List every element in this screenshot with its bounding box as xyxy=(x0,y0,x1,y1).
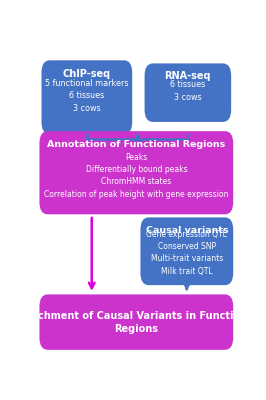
Text: Causal variants: Causal variants xyxy=(146,226,228,235)
Text: RNA-seq: RNA-seq xyxy=(165,71,211,81)
Text: Annotation of Functional Regions: Annotation of Functional Regions xyxy=(47,140,226,148)
Text: Enrichment of Causal Variants in Functional
Regions: Enrichment of Causal Variants in Functio… xyxy=(16,310,257,334)
FancyBboxPatch shape xyxy=(39,294,233,350)
Text: 6 tissues
3 cows: 6 tissues 3 cows xyxy=(170,80,206,102)
Text: ChIP-seq: ChIP-seq xyxy=(63,69,111,79)
FancyBboxPatch shape xyxy=(145,64,231,122)
Text: Gene expression QTL
Conserved SNP
Multi-trait variants
Milk trait QTL: Gene expression QTL Conserved SNP Multi-… xyxy=(146,230,227,276)
FancyBboxPatch shape xyxy=(41,60,132,134)
FancyBboxPatch shape xyxy=(39,131,233,214)
FancyBboxPatch shape xyxy=(140,218,233,285)
Text: Peaks
Differentially bound peaks
ChromHMM states
Correlation of peak height with: Peaks Differentially bound peaks ChromHM… xyxy=(44,153,228,198)
Text: 5 functional markers
6 tissues
3 cows: 5 functional markers 6 tissues 3 cows xyxy=(45,79,128,113)
